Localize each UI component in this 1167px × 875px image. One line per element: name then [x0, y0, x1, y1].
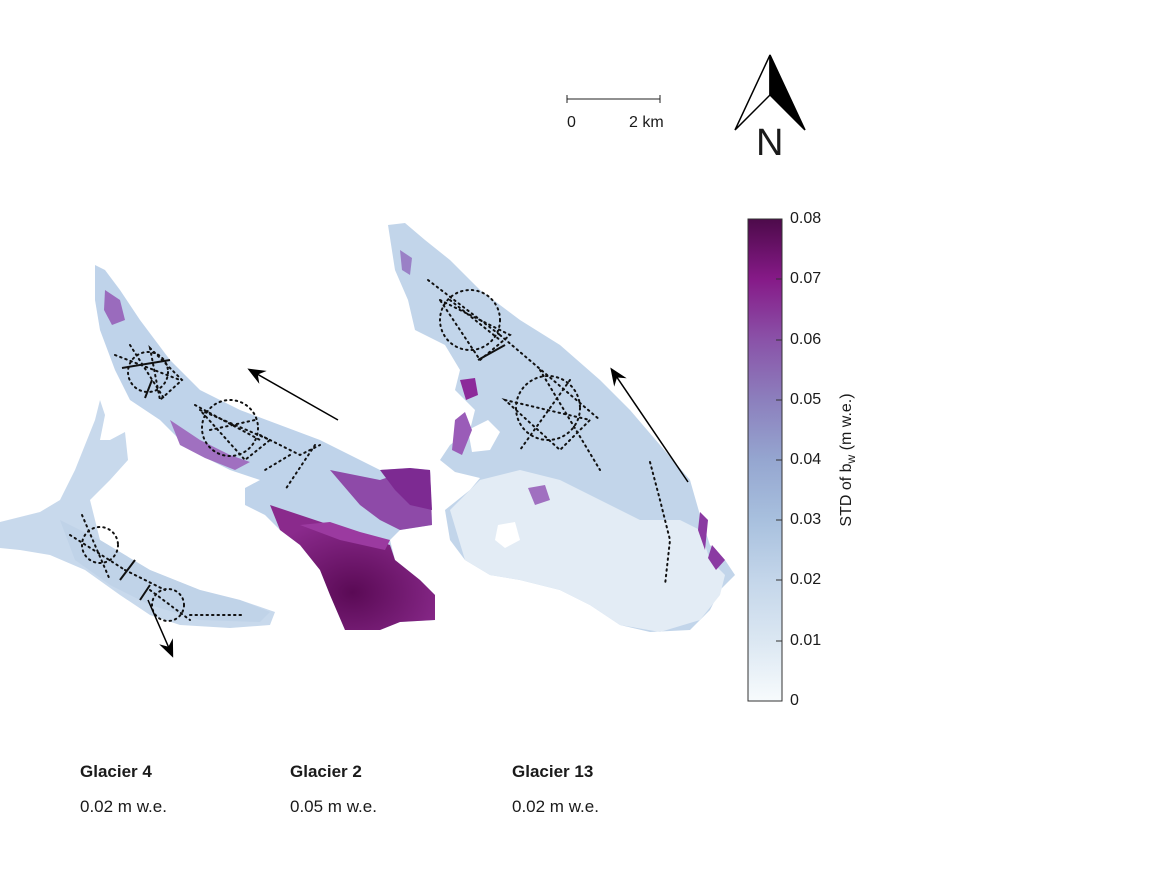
scale-bar: [566, 95, 661, 103]
colorbar-tick-label: 0.06: [790, 331, 822, 348]
glacier-4-flow-arrow: [147, 599, 174, 658]
colorbar-title-subscript: w: [844, 454, 859, 464]
glacier-4-value: 0.02 m w.e.: [80, 797, 167, 816]
scale-bar-end-label: 2 km: [629, 114, 664, 131]
glacier-13-shape: [388, 223, 735, 632]
colorbar-tick-label: 0: [790, 692, 799, 709]
glacier-2-name: Glacier 2: [290, 762, 362, 781]
glacier-13-flow-arrow: [610, 367, 689, 483]
glacier-4-name: Glacier 4: [80, 762, 152, 781]
colorbar-tick-label: 0.08: [790, 210, 822, 227]
glacier-13-name: Glacier 13: [512, 762, 594, 781]
glacier-2-value: 0.05 m w.e.: [290, 797, 377, 816]
north-label: N: [756, 122, 784, 164]
glacier-2-flow-arrow: [247, 368, 339, 421]
survey-tracks: [69, 279, 672, 622]
colorbar-tick-label: 0.04: [790, 451, 822, 468]
scale-bar-start-label: 0: [567, 114, 576, 131]
colorbar-tick-label: 0.01: [790, 632, 822, 649]
glacier-4-shape: [0, 400, 275, 628]
north-arrow-icon: [734, 54, 806, 131]
colorbar-tick-label: 0.07: [790, 270, 822, 287]
flow-arrows: [147, 367, 689, 658]
colorbar-tick-label: 0.05: [790, 391, 822, 408]
colorbar-tick-label: 0.02: [790, 571, 822, 588]
colorbar-title-suffix: (m w.e.): [837, 393, 855, 455]
colorbar-title: STD of bw (m w.e.): [838, 393, 858, 526]
glacier-13-value: 0.02 m w.e.: [512, 797, 599, 816]
glacier-2-shape: [95, 265, 435, 630]
colorbar-tick-label: 0.03: [790, 511, 822, 528]
colorbar-ticks: [776, 218, 782, 702]
profile-lines: [119, 344, 506, 601]
colorbar-title-prefix: STD of b: [837, 463, 855, 527]
